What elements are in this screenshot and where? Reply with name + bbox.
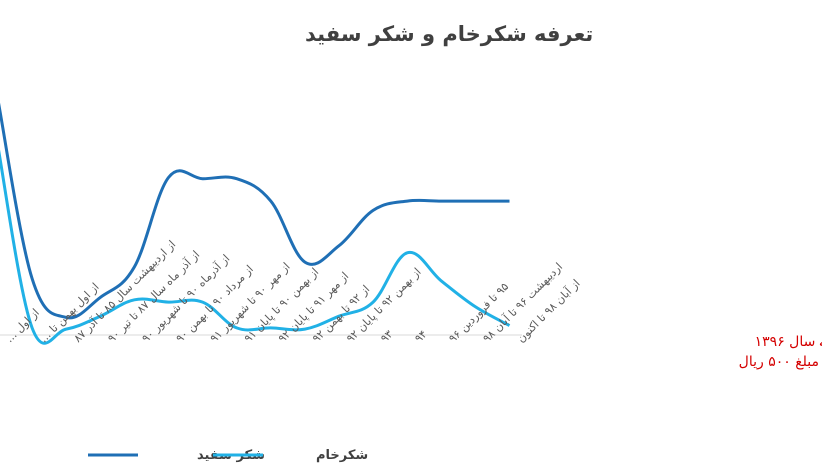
series-line-2 <box>0 149 511 345</box>
series-line-1 <box>0 102 510 320</box>
chart-title: تعرفه شکرخام و شکر سفید <box>305 22 593 46</box>
legend-label-series-2: شکرخام <box>316 448 368 463</box>
x-tick-label: ۹۴ <box>412 328 430 346</box>
side-note-line-2: ، مبلغ ۵۰۰ ریال <box>738 354 822 370</box>
series-layer <box>0 102 511 345</box>
x-tick-label: ۹۳ <box>378 328 396 346</box>
side-note: ے سال ۱۳۹۶ ، مبلغ ۵۰۰ ریال <box>708 332 822 372</box>
x-tick-labels: از اول ...از اول بهمن تا ...از اردیبهشت … <box>3 237 583 345</box>
side-note-line-1: ے سال ۱۳۹۶ <box>754 334 822 350</box>
legend: شکر سفید شکرخام <box>88 448 368 463</box>
x-tick-label: از آبان ۹۸ تا اکنون <box>514 276 583 345</box>
